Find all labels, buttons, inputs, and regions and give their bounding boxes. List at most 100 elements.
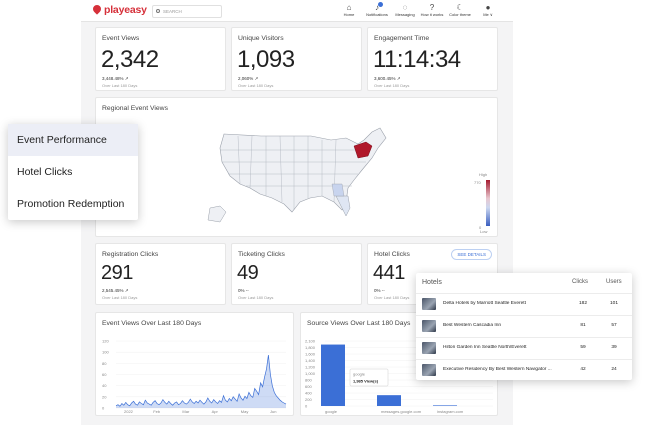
- x-tick-label: Jun: [270, 409, 276, 414]
- legend-high: High: [479, 172, 487, 177]
- y-tick-label: 40: [102, 383, 107, 388]
- menu-item-promotion-redemption[interactable]: Promotion Redemption: [17, 198, 125, 210]
- hotel-row[interactable]: Delta Hotels by Marriott Seattle Everett…: [416, 293, 632, 315]
- hotel-thumbnail: [422, 364, 436, 376]
- chart-title: Event Views Over Last 180 Days: [102, 320, 202, 327]
- playeasy-logo[interactable]: playeasy: [91, 3, 147, 16]
- bar[interactable]: [433, 405, 457, 406]
- nav-label: How it works: [420, 12, 444, 17]
- y-tick-label: 2,100: [305, 339, 316, 344]
- us-states-shape[interactable]: [219, 127, 387, 213]
- tooltip-value: 1,985 View(s): [353, 379, 379, 384]
- hotels-header-name: Hotels: [422, 279, 442, 286]
- series-line[interactable]: [115, 354, 287, 407]
- hotel-name: Hilton Garden Inn Seattle North/Everett: [443, 345, 527, 350]
- dashboard-app: playeasy SEARCH ⌂ Home ♪ Notifications ◌ Mess…: [81, 0, 513, 425]
- state-georgia[interactable]: [331, 183, 345, 197]
- card-value: 441: [373, 262, 405, 284]
- home-icon: ⌂: [346, 3, 352, 12]
- legend-max: 770: [474, 180, 481, 185]
- y-tick-label: 0: [305, 404, 308, 409]
- nav-item-bell[interactable]: ♪ Notifications: [362, 2, 392, 17]
- see-details-button[interactable]: SEE DETAILS: [451, 249, 492, 260]
- y-tick-label: 1,800: [305, 345, 316, 350]
- card-title: Event Views: [102, 35, 140, 42]
- us-map: High 770 Low 0: [207, 127, 490, 234]
- y-tick-label: 1,000: [305, 371, 316, 376]
- card-percent: 2,060% ↗: [238, 76, 259, 81]
- hotel-row[interactable]: Best Western Cascadia Inn 81 57: [416, 315, 632, 337]
- state-grid-lines: [220, 135, 366, 210]
- hotel-row[interactable]: Executive Residency By Best Western Navi…: [416, 359, 632, 381]
- bar[interactable]: [321, 344, 345, 406]
- legend-min: 0: [479, 225, 482, 230]
- card-percent: 2,545.45% ↗: [102, 288, 129, 293]
- hotel-name: Delta Hotels by Marriott Seattle Everett: [443, 301, 526, 306]
- card-value: 1,093: [237, 46, 295, 73]
- card-value: 291: [101, 262, 133, 284]
- hotels-header-clicks: Clicks: [572, 279, 588, 285]
- y-tick-label: 200: [305, 397, 312, 402]
- nav-item-chat[interactable]: ◌ Messaging: [390, 3, 420, 17]
- y-tick-label: 600: [305, 384, 312, 389]
- x-tick-label: Apr: [212, 409, 219, 414]
- top-bar: playeasy SEARCH ⌂ Home ♪ Notifications ◌ Mess…: [81, 0, 513, 22]
- nav-item-home[interactable]: ⌂ Home: [334, 3, 364, 17]
- x-tick-label: google: [325, 409, 338, 414]
- nav-item-moon[interactable]: ☾ Color theme: [445, 3, 475, 17]
- avatar-icon: ●: [485, 3, 491, 12]
- nav-item-avatar[interactable]: ● Me ∨: [473, 3, 503, 17]
- hotel-thumbnail: [422, 342, 436, 354]
- y-tick-label: 1,600: [305, 352, 316, 357]
- card-value: 49: [237, 262, 259, 284]
- hotel-name: Best Western Cascadia Inn: [443, 323, 502, 328]
- y-tick-label: 800: [305, 378, 312, 383]
- tooltip-box: [349, 368, 389, 387]
- card-subtitle: Over Last 180 Days: [102, 83, 138, 88]
- card-subtitle: Over Last 180 Days: [374, 295, 410, 300]
- hotel-thumbnail: [422, 298, 436, 310]
- card-value: 11:14:34: [373, 46, 461, 73]
- engagement-time-card: Engagement Time 11:14:34 3,600.45% ↗ Ove…: [367, 27, 498, 91]
- hotel-clicks: 182: [578, 301, 587, 306]
- report-type-menu: Event Performance Hotel Clicks Promotion…: [8, 124, 138, 220]
- hotel-name: Executive Residency By Best Western Navi…: [443, 367, 552, 372]
- card-percent: 3,600.45% ↗: [374, 76, 401, 81]
- hotel-row[interactable]: Hilton Garden Inn Seattle North/Everett 5…: [416, 337, 632, 359]
- card-subtitle: Over Last 180 Days: [238, 83, 274, 88]
- legend-gradient: [486, 180, 490, 226]
- search-icon: [156, 9, 160, 13]
- y-tick-label: 120: [102, 339, 109, 344]
- nav-label: Me ∨: [483, 12, 493, 17]
- hotel-clicks: 81: [580, 323, 586, 328]
- bar[interactable]: [377, 395, 401, 406]
- x-tick-label: 2022: [124, 409, 134, 414]
- alaska-shape[interactable]: [207, 205, 227, 223]
- search-input[interactable]: SEARCH: [152, 5, 222, 18]
- card-title: Engagement Time: [374, 35, 430, 42]
- ticketing-clicks-card: Ticketing Clicks 49 0% -- Over Last 180 …: [231, 243, 362, 305]
- nav-label: Color theme: [449, 12, 471, 17]
- y-tick-label: 1,400: [305, 358, 316, 363]
- hotel-clicks: 59: [580, 345, 586, 350]
- area-fill: [116, 355, 286, 408]
- x-tick-label: messages.google.com: [381, 409, 422, 414]
- x-tick-label: Feb: [153, 409, 161, 414]
- menu-item-event-performance[interactable]: Event Performance: [8, 124, 138, 156]
- y-tick-label: 400: [305, 391, 312, 396]
- bell-icon: ♪: [375, 3, 379, 12]
- help-icon: ?: [429, 3, 435, 12]
- state-new-york[interactable]: [353, 141, 373, 159]
- menu-item-hotel-clicks[interactable]: Hotel Clicks: [17, 166, 73, 178]
- x-tick-label: May: [241, 409, 249, 414]
- event-views-area-chart[interactable]: 0 20 40 60 80 100 120 2022 Feb Mar Apr May Jun: [96, 313, 295, 417]
- y-tick-label: 100: [102, 350, 109, 355]
- notification-badge: [378, 2, 383, 7]
- state-florida[interactable]: [335, 195, 351, 217]
- regional-event-views-card: Regional Event Views High 770 Low 0: [95, 97, 498, 237]
- chat-icon: ◌: [402, 3, 408, 12]
- legend-low: Low: [480, 229, 487, 234]
- nav-item-help[interactable]: ? How it works: [417, 3, 447, 17]
- y-tick-label: 20: [102, 394, 107, 399]
- y-tick-label: 0: [102, 406, 105, 411]
